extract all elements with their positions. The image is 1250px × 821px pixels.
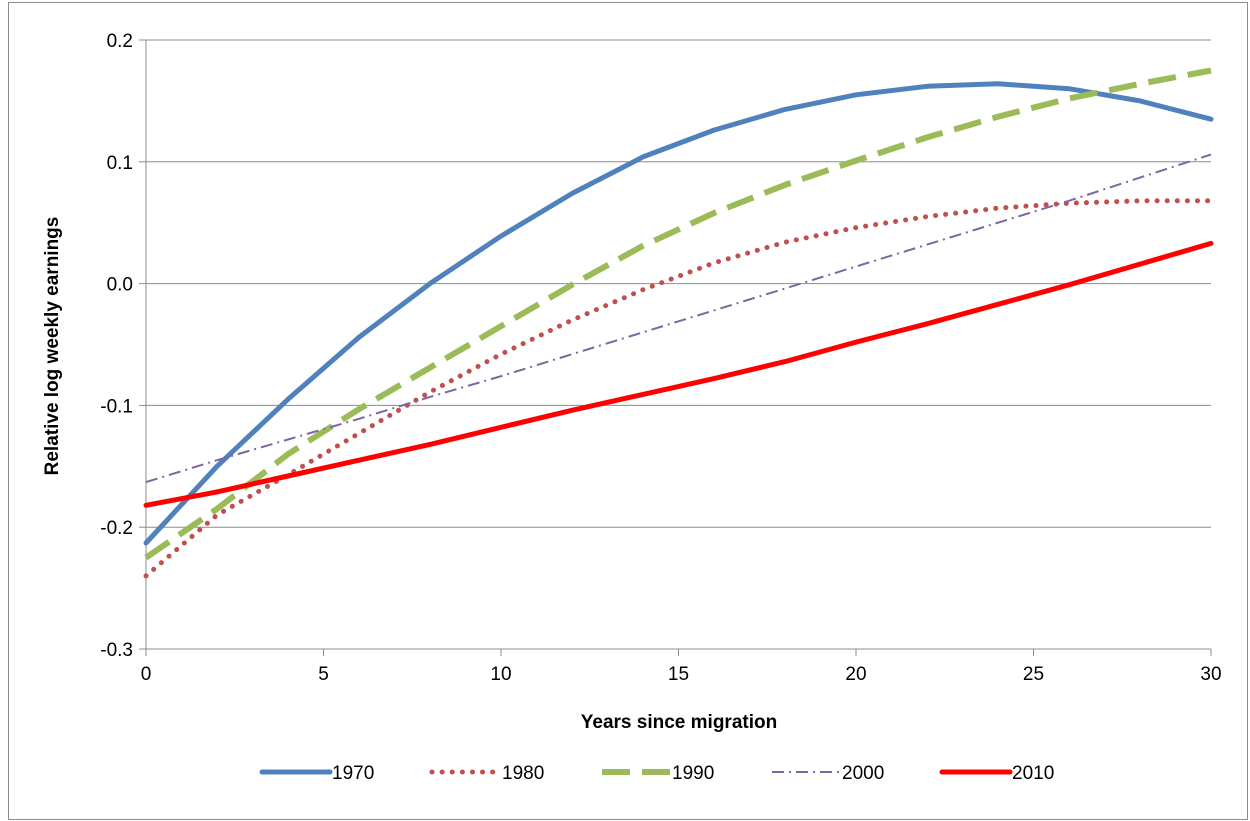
legend-label-1990: 1990 xyxy=(672,763,714,784)
x-tick-label: 30 xyxy=(1200,664,1221,685)
y-tick-label: 0.2 xyxy=(107,31,133,52)
series-lines xyxy=(143,67,1214,579)
series-line-2010 xyxy=(143,240,1214,508)
series-line-1970 xyxy=(143,81,1214,546)
legend: 1970 1980 1990 2000 2010 xyxy=(259,763,1054,784)
x-tick-label: 10 xyxy=(490,664,511,685)
x-tick-labels: 0 5 10 15 20 25 30 xyxy=(141,664,1222,685)
series-line-2000 xyxy=(145,153,1212,484)
legend-label-2000: 2000 xyxy=(842,763,884,784)
series-line-1990 xyxy=(144,67,1212,561)
chart-frame: -0.3 -0.2 -0.1 0.0 0.1 0.2 0 5 10 15 20 25 30 Relat… xyxy=(8,2,1248,820)
y-tick-label: -0.1 xyxy=(100,396,133,417)
line-chart: -0.3 -0.2 -0.1 0.0 0.1 0.2 0 5 10 15 20 25 30 Relat… xyxy=(42,31,1222,784)
y-tick-label: -0.2 xyxy=(100,518,133,539)
legend-label-1980: 1980 xyxy=(502,763,544,784)
y-tick-label: -0.3 xyxy=(100,640,133,661)
x-tick-label: 5 xyxy=(318,664,329,685)
y-tick-label: 0.1 xyxy=(107,153,133,174)
y-tick-label: 0.0 xyxy=(107,275,133,296)
x-tick-label: 15 xyxy=(668,664,689,685)
x-tick-label: 20 xyxy=(845,664,866,685)
legend-label-1970: 1970 xyxy=(332,763,374,784)
x-tick-label: 0 xyxy=(141,664,152,685)
series-line-1980 xyxy=(143,198,1214,579)
y-axis-title: Relative log weekly earnings xyxy=(42,217,63,476)
gridlines xyxy=(146,39,1211,528)
y-tick-labels: -0.3 -0.2 -0.1 0.0 0.1 0.2 xyxy=(100,31,133,661)
x-tick-label: 25 xyxy=(1023,664,1044,685)
x-axis-title: Years since migration xyxy=(581,712,777,733)
axes xyxy=(139,39,1212,656)
legend-label-2010: 2010 xyxy=(1012,763,1054,784)
